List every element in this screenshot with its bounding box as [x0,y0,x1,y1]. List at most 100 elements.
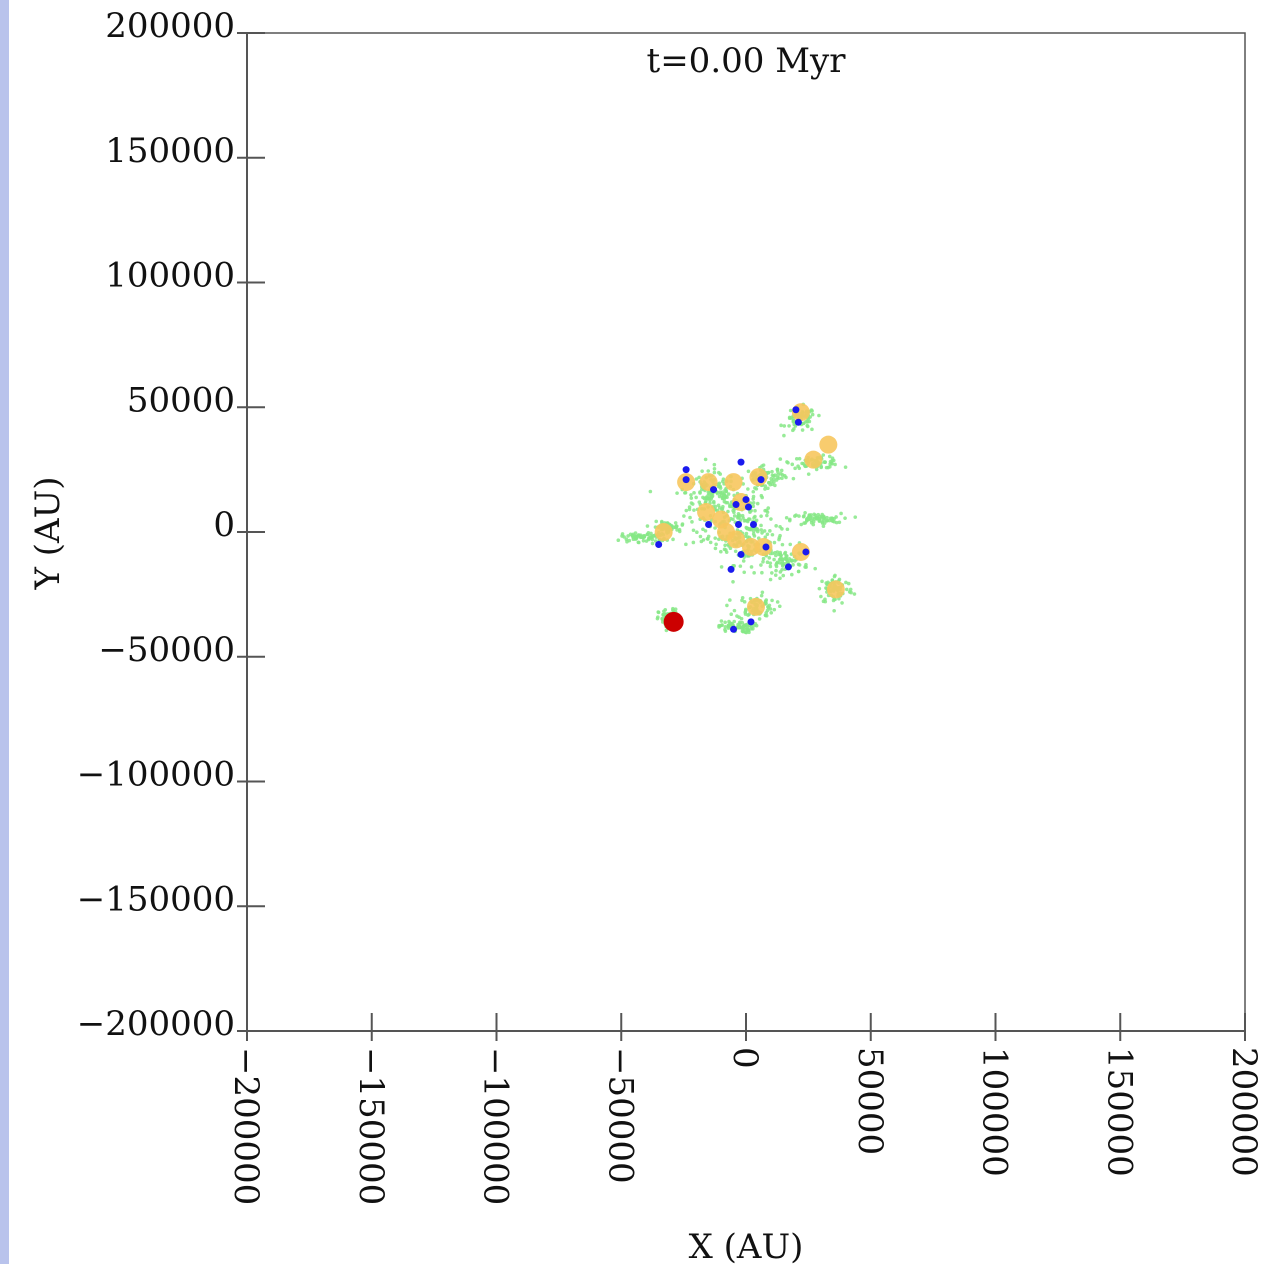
gas-particle [716,503,721,508]
gas-particle [763,487,767,491]
gas-particle [630,534,635,538]
sink-point [737,458,745,466]
y-tick-label: 0 [213,505,235,545]
gas-particle [701,527,705,532]
gas-particle [800,461,804,466]
gas-particle [770,469,774,474]
gas-particle [761,559,765,564]
sink-point [682,476,690,484]
y-tick-label: −50000 [98,630,235,670]
gas-particle [722,496,727,501]
gas-particle [821,518,826,522]
gas-particle [741,624,746,628]
gas-particle [742,600,747,604]
gas-particle [788,408,793,413]
gas-particle [840,601,844,605]
gas-particle [719,565,724,569]
gas-particle [752,571,756,575]
gas-particle [782,562,787,566]
gas-particle [745,519,750,524]
gas-particle [794,457,799,461]
gas-particle [789,559,794,563]
gas-particle [637,534,642,539]
gas-particle [721,477,726,481]
gas-particle [633,537,638,541]
x-tick-label: 0 [725,1047,765,1069]
gas-particle [843,465,848,469]
gas-particle [751,504,755,509]
gas-particle [820,579,824,584]
gas-particle [701,538,706,542]
gas-particle [755,501,760,506]
gas-particle [708,540,713,545]
x-axis-title: X (AU) [689,1227,804,1264]
gas-particle [774,553,778,558]
sink-point [757,476,765,484]
gas-particle [833,573,837,578]
gas-particle [792,419,796,423]
y-tick-label: 150000 [105,131,235,171]
gas-particle [731,508,735,513]
gas-particle [725,603,729,608]
gas-particle [671,537,675,542]
gas-particle [819,465,823,470]
gas-particle [843,516,847,520]
x-tick-label: 50000 [850,1047,890,1155]
gas-particle [688,515,692,520]
time-annotation: t=0.00 Myr [647,41,847,81]
sink-point [727,565,735,573]
gas-particle [777,604,782,609]
gas-particle [713,526,717,530]
gas-particle [774,478,779,482]
star-point [697,503,716,522]
gas-particle [744,525,749,530]
gas-particle [814,467,819,472]
gas-particle [689,493,693,497]
gas-particle [722,493,726,498]
gas-particle [759,563,763,567]
x-tick-label: −100000 [476,1047,516,1205]
gas-particle [770,532,775,537]
gas-particle [701,495,705,500]
gas-particle [779,472,783,476]
gas-particle [780,568,784,572]
gas-particle [729,612,734,617]
gas-particle [785,527,790,532]
gas-particle [684,508,689,513]
gas-particle [720,623,724,627]
gas-particle [719,619,724,623]
gas-particle [775,560,780,565]
gas-particle [796,464,800,468]
gas-particle [654,519,659,524]
gas-particle [768,564,773,569]
gas-particle [650,537,655,542]
gas-particle [692,491,696,495]
gas-particle [674,525,679,529]
gas-particle [743,608,748,613]
gas-particle [831,458,836,463]
gas-particle [735,614,739,618]
gas-particle [741,516,745,520]
gas-particle [784,554,788,558]
gas-particle [846,581,851,586]
gas-particle [749,565,754,569]
gas-particle [720,506,725,511]
gas-particle [656,610,661,614]
y-tick-label: 50000 [127,380,235,420]
star-point [826,580,845,599]
gas-particle [766,486,770,491]
gas-particle [793,514,797,518]
gas-particle [839,511,843,516]
gas-particle [796,569,801,574]
gas-particle [778,576,782,581]
plot-frame: 200000 150000 100000 50000 0 −50000 −100000 −15… [9,0,1271,1264]
gas-particle [770,598,774,603]
gas-particle [728,598,732,602]
gas-particle [768,561,773,565]
gas-particle [697,475,701,480]
gas-particle [790,572,794,577]
gas-particle [764,598,769,602]
gas-particle [759,528,764,532]
x-tick-label: −50000 [600,1047,640,1184]
sink-point [655,540,663,548]
